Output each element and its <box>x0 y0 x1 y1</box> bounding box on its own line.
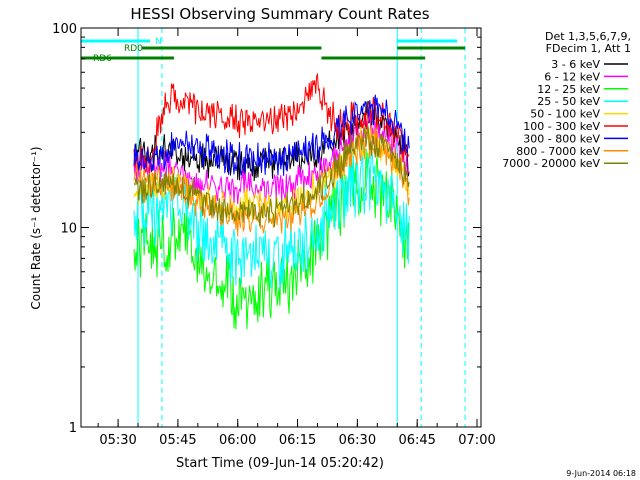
y-tick-label-2: 100 <box>52 22 77 37</box>
legend-label-0: 3 - 6 keV <box>551 58 600 71</box>
x-tick-label-0: 05:30 <box>99 433 136 448</box>
legend-label-3: 25 - 50 keV <box>537 95 600 108</box>
legend-label-7: 800 - 7000 keV <box>516 145 600 158</box>
legend-label-2: 12 - 25 keV <box>537 83 600 96</box>
series-line-2 <box>133 148 410 330</box>
x-tick-label-5: 06:45 <box>398 433 435 448</box>
legend-label-8: 7000 - 20000 keV <box>502 157 600 170</box>
legend-header-0: Det 1,3,5,6,7,9, <box>545 30 631 43</box>
x-tick-label-3: 06:15 <box>279 433 316 448</box>
x-axis-label: Start Time (09-Jun-14 05:20:42) <box>176 456 384 471</box>
flag-label-n: N <box>155 37 162 47</box>
legend: Det 1,3,5,6,7,9,FDecim 1, Att 1 3 - 6 keV… <box>502 30 631 170</box>
y-tick-label-0: 1 <box>69 421 77 436</box>
y-tick-label-1: 10 <box>60 222 77 237</box>
footer-timestamp: 9-Jun-2014 06:18 <box>566 469 636 478</box>
legend-label-5: 100 - 300 keV <box>523 120 600 133</box>
legend-label-6: 300 - 800 keV <box>523 132 600 145</box>
series-line-3 <box>133 145 410 291</box>
series-line-6 <box>133 94 410 178</box>
series-line-5 <box>133 72 410 174</box>
x-tick-label-2: 06:00 <box>219 433 256 448</box>
x-tick-label-1: 05:45 <box>159 433 196 448</box>
x-tick-label-6: 07:00 <box>458 433 495 448</box>
series-line-8 <box>133 125 410 228</box>
series-line-0 <box>133 101 410 182</box>
legend-header-1: FDecim 1, Att 1 <box>546 42 631 55</box>
chart-title: HESSI Observing Summary Count Rates <box>130 5 429 23</box>
legend-label-4: 50 - 100 keV <box>530 108 600 121</box>
legend-label-1: 6 - 12 keV <box>544 70 600 83</box>
plot-area: N RD0 RD6 <box>80 28 466 427</box>
y-axis-label: Count Rate (s⁻¹ detector⁻¹) <box>29 146 43 309</box>
series-line-4 <box>133 124 410 223</box>
x-tick-label-4: 06:30 <box>339 433 376 448</box>
flag-label-rd0: RD0 <box>124 44 143 54</box>
axes: 05:30 05:45 06:00 06:15 06:30 06:45 07:00 1 10 10… <box>52 22 496 448</box>
series-line-1 <box>133 112 410 205</box>
flag-label-rd6: RD6 <box>93 54 112 64</box>
